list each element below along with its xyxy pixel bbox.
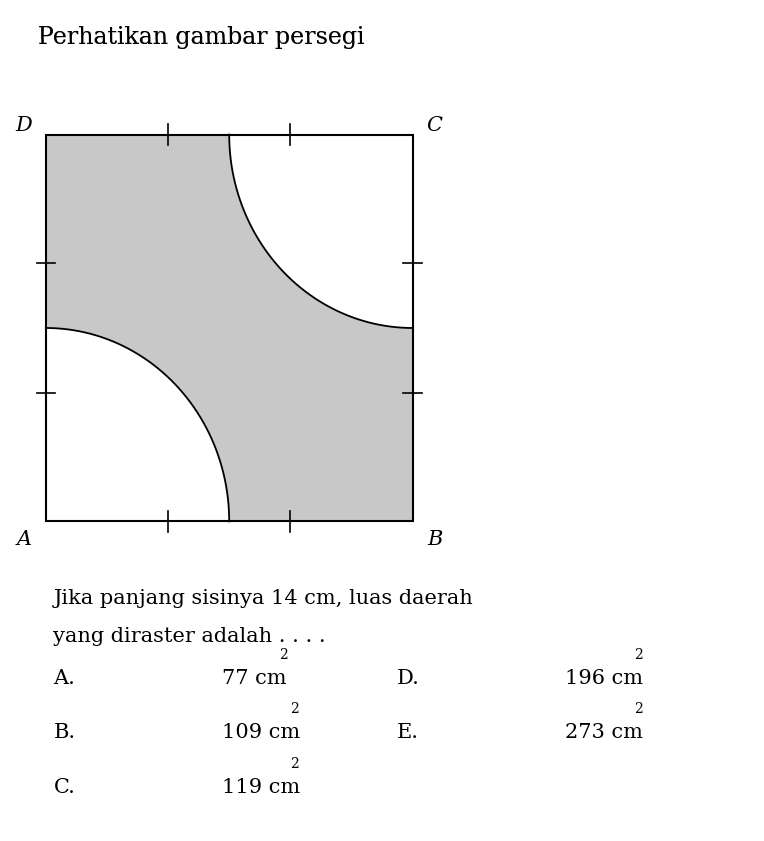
Polygon shape <box>46 328 229 521</box>
Text: 2: 2 <box>290 757 299 771</box>
Text: B: B <box>427 530 442 549</box>
Text: B.: B. <box>53 723 76 743</box>
Text: C: C <box>426 116 442 135</box>
Text: 2: 2 <box>634 648 643 662</box>
Text: Jika panjang sisinya 14 cm, luas daerah: Jika panjang sisinya 14 cm, luas daerah <box>53 589 473 608</box>
Text: D: D <box>15 116 32 135</box>
Text: 2: 2 <box>290 702 299 717</box>
Text: Perhatikan gambar persegi: Perhatikan gambar persegi <box>38 26 372 50</box>
Text: Perhatikan gambar persegi ABCD: Perhatikan gambar persegi ABCD <box>38 26 444 50</box>
Text: 109 cm: 109 cm <box>222 723 299 743</box>
Text: 119 cm: 119 cm <box>222 778 299 797</box>
Text: C.: C. <box>53 778 76 797</box>
Text: 77 cm: 77 cm <box>222 669 286 688</box>
Text: E.: E. <box>397 723 419 743</box>
Text: 196 cm: 196 cm <box>565 669 643 688</box>
Text: D.: D. <box>397 669 420 688</box>
Text: Perhatikan gambar persegi: Perhatikan gambar persegi <box>38 26 372 50</box>
Text: 2: 2 <box>634 702 643 717</box>
Text: 2: 2 <box>279 648 287 662</box>
Text: 273 cm: 273 cm <box>565 723 643 743</box>
Polygon shape <box>46 135 413 521</box>
Text: A: A <box>16 530 31 549</box>
Polygon shape <box>229 135 413 328</box>
Text: A.: A. <box>53 669 76 688</box>
Text: yang diraster adalah . . . .: yang diraster adalah . . . . <box>53 627 326 646</box>
